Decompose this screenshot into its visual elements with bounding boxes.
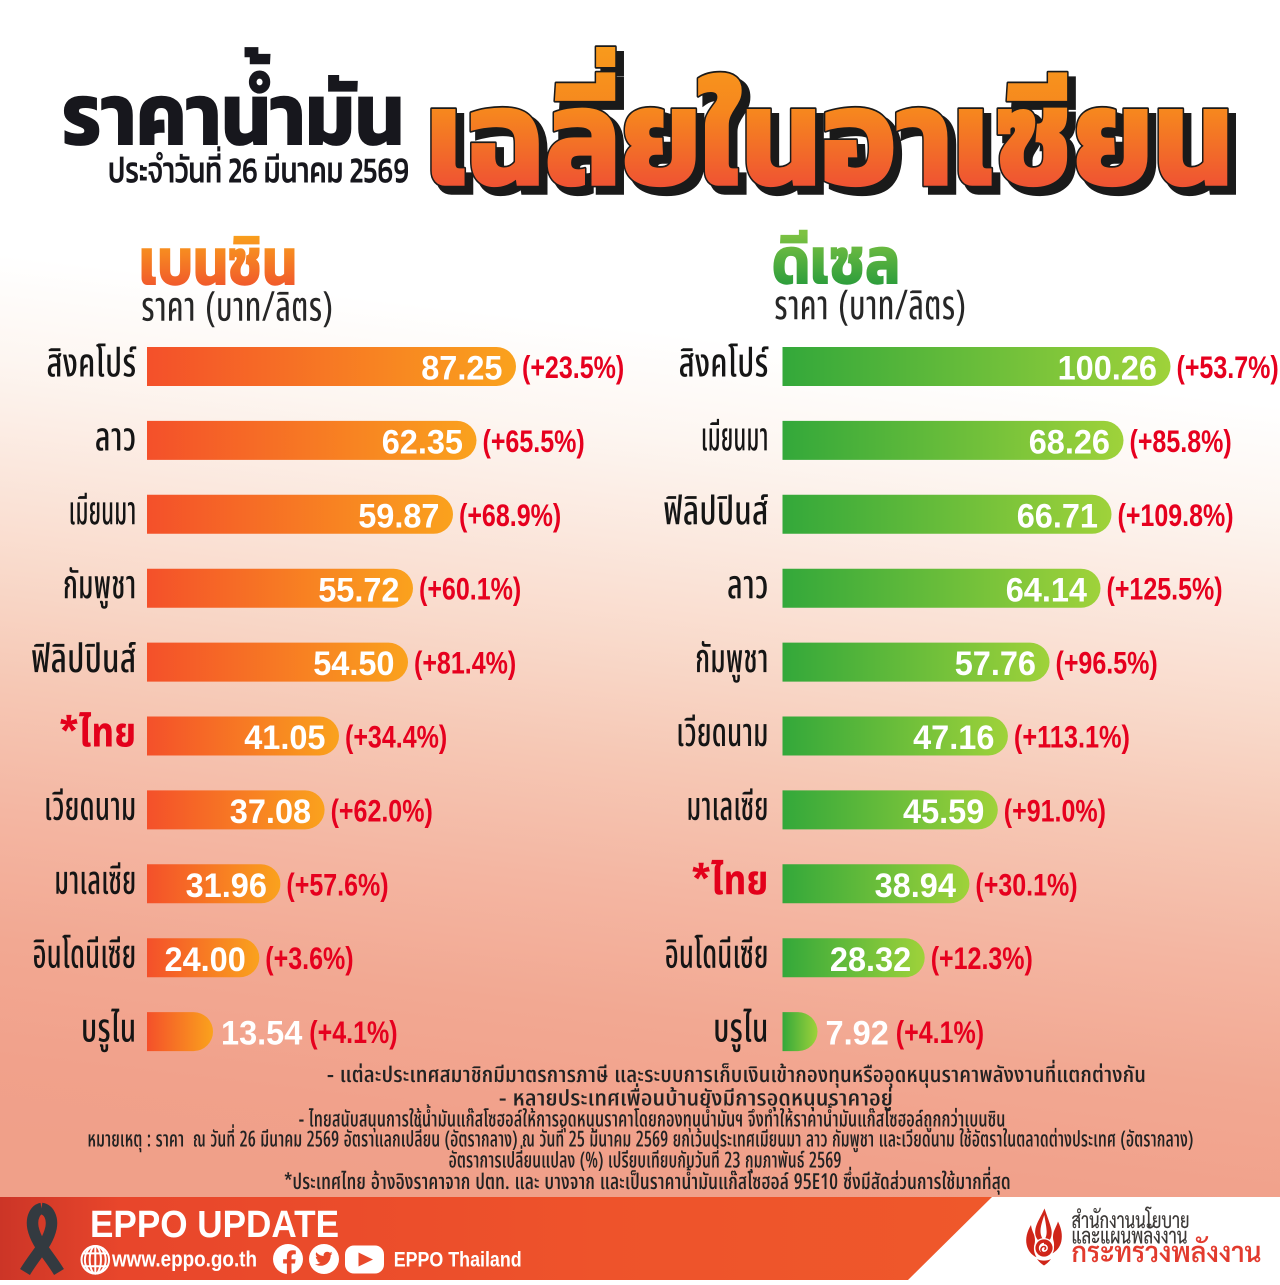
svg-text:EPPO UPDATE: EPPO UPDATE (90, 1204, 339, 1246)
svg-text:59.87: 59.87 (358, 497, 439, 535)
svg-text:(+12.3%): (+12.3%) (931, 940, 1033, 976)
svg-text:47.16: 47.16 (913, 719, 994, 757)
svg-text:100.26: 100.26 (1058, 350, 1157, 388)
svg-text:87.25: 87.25 (421, 350, 502, 388)
svg-text:41.05: 41.05 (244, 719, 325, 757)
svg-text:68.26: 68.26 (1029, 424, 1110, 462)
svg-text:(+30.1%): (+30.1%) (975, 866, 1077, 902)
svg-text:www.eppo.go.th: www.eppo.go.th (111, 1247, 257, 1272)
svg-text:7.92: 7.92 (826, 1015, 889, 1053)
svg-text:(+62.0%): (+62.0%) (331, 792, 433, 828)
svg-text:(+57.6%): (+57.6%) (286, 866, 388, 902)
svg-text:54.50: 54.50 (313, 645, 394, 683)
svg-text:(+4.1%): (+4.1%) (896, 1014, 984, 1050)
svg-text:55.72: 55.72 (318, 571, 399, 609)
svg-text:(+3.6%): (+3.6%) (265, 940, 353, 976)
svg-text:(+34.4%): (+34.4%) (345, 719, 447, 755)
svg-text:(+4.1%): (+4.1%) (309, 1014, 397, 1050)
svg-text:62.35: 62.35 (382, 424, 463, 462)
svg-text:38.94: 38.94 (875, 867, 956, 905)
svg-text:(+60.1%): (+60.1%) (419, 571, 521, 607)
svg-text:(+23.5%): (+23.5%) (522, 349, 624, 385)
svg-text:(+109.8%): (+109.8%) (1118, 497, 1234, 533)
svg-text:(+113.1%): (+113.1%) (1014, 719, 1130, 755)
svg-text:(+68.9%): (+68.9%) (459, 497, 561, 533)
svg-text:37.08: 37.08 (230, 793, 311, 831)
svg-text:64.14: 64.14 (1006, 571, 1087, 609)
svg-text:(+125.5%): (+125.5%) (1107, 571, 1223, 607)
svg-text:(+53.7%): (+53.7%) (1177, 349, 1279, 385)
svg-text:(+91.0%): (+91.0%) (1004, 792, 1106, 828)
svg-text:13.54: 13.54 (221, 1015, 302, 1053)
svg-text:28.32: 28.32 (830, 941, 911, 979)
svg-text:24.00: 24.00 (165, 941, 246, 979)
svg-text:(+81.4%): (+81.4%) (414, 645, 516, 681)
svg-text:(+65.5%): (+65.5%) (483, 423, 585, 459)
svg-text:31.96: 31.96 (186, 867, 267, 905)
svg-text:(+85.8%): (+85.8%) (1130, 423, 1232, 459)
svg-text:45.59: 45.59 (903, 793, 984, 831)
svg-text:57.76: 57.76 (955, 645, 1036, 683)
svg-text:66.71: 66.71 (1017, 497, 1098, 535)
svg-text:EPPO Thailand: EPPO Thailand (394, 1248, 522, 1272)
svg-text:(+96.5%): (+96.5%) (1056, 645, 1158, 681)
